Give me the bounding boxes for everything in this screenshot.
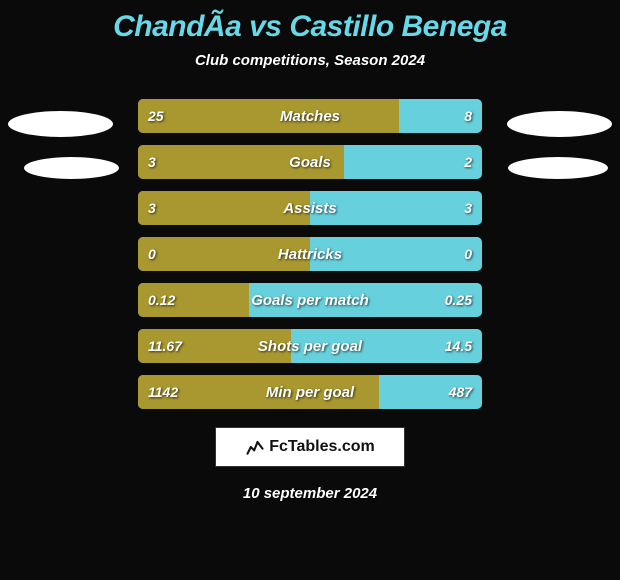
stat-label: Min per goal	[138, 375, 482, 409]
stat-value-right: 8	[464, 99, 472, 133]
stat-row: 0.12Goals per match0.25	[138, 283, 482, 317]
stat-value-right: 14.5	[445, 329, 472, 363]
stat-label: Assists	[138, 191, 482, 225]
date-label: 10 september 2024	[0, 485, 620, 502]
stat-row: 25Matches8	[138, 99, 482, 133]
comparison-bars: 25Matches83Goals23Assists30Hattricks00.1…	[138, 99, 482, 421]
fctables-logo-text: FcTables.com	[269, 438, 375, 456]
subtitle: Club competitions, Season 2024	[0, 52, 620, 69]
stat-label: Goals per match	[138, 283, 482, 317]
stat-row: 1142Min per goal487	[138, 375, 482, 409]
player-right-badge-bottom	[508, 157, 608, 179]
stat-value-right: 3	[464, 191, 472, 225]
stats-area: 25Matches83Goals23Assists30Hattricks00.1…	[0, 99, 620, 409]
fctables-logo[interactable]: FcTables.com	[215, 427, 405, 467]
stat-label: Goals	[138, 145, 482, 179]
stat-row: 0Hattricks0	[138, 237, 482, 271]
stat-label: Shots per goal	[138, 329, 482, 363]
stat-value-right: 0.25	[445, 283, 472, 317]
stat-row: 3Assists3	[138, 191, 482, 225]
player-left-badge-bottom	[24, 157, 119, 179]
stat-value-right: 2	[464, 145, 472, 179]
stat-row: 3Goals2	[138, 145, 482, 179]
page-title: ChandÃ­a vs Castillo Benega	[0, 0, 620, 44]
stat-value-right: 487	[449, 375, 472, 409]
player-right-badge-top	[507, 111, 612, 137]
stat-row: 11.67Shots per goal14.5	[138, 329, 482, 363]
stat-label: Matches	[138, 99, 482, 133]
stat-value-right: 0	[464, 237, 472, 271]
stat-label: Hattricks	[138, 237, 482, 271]
fctables-icon	[245, 437, 265, 457]
player-left-badge-top	[8, 111, 113, 137]
